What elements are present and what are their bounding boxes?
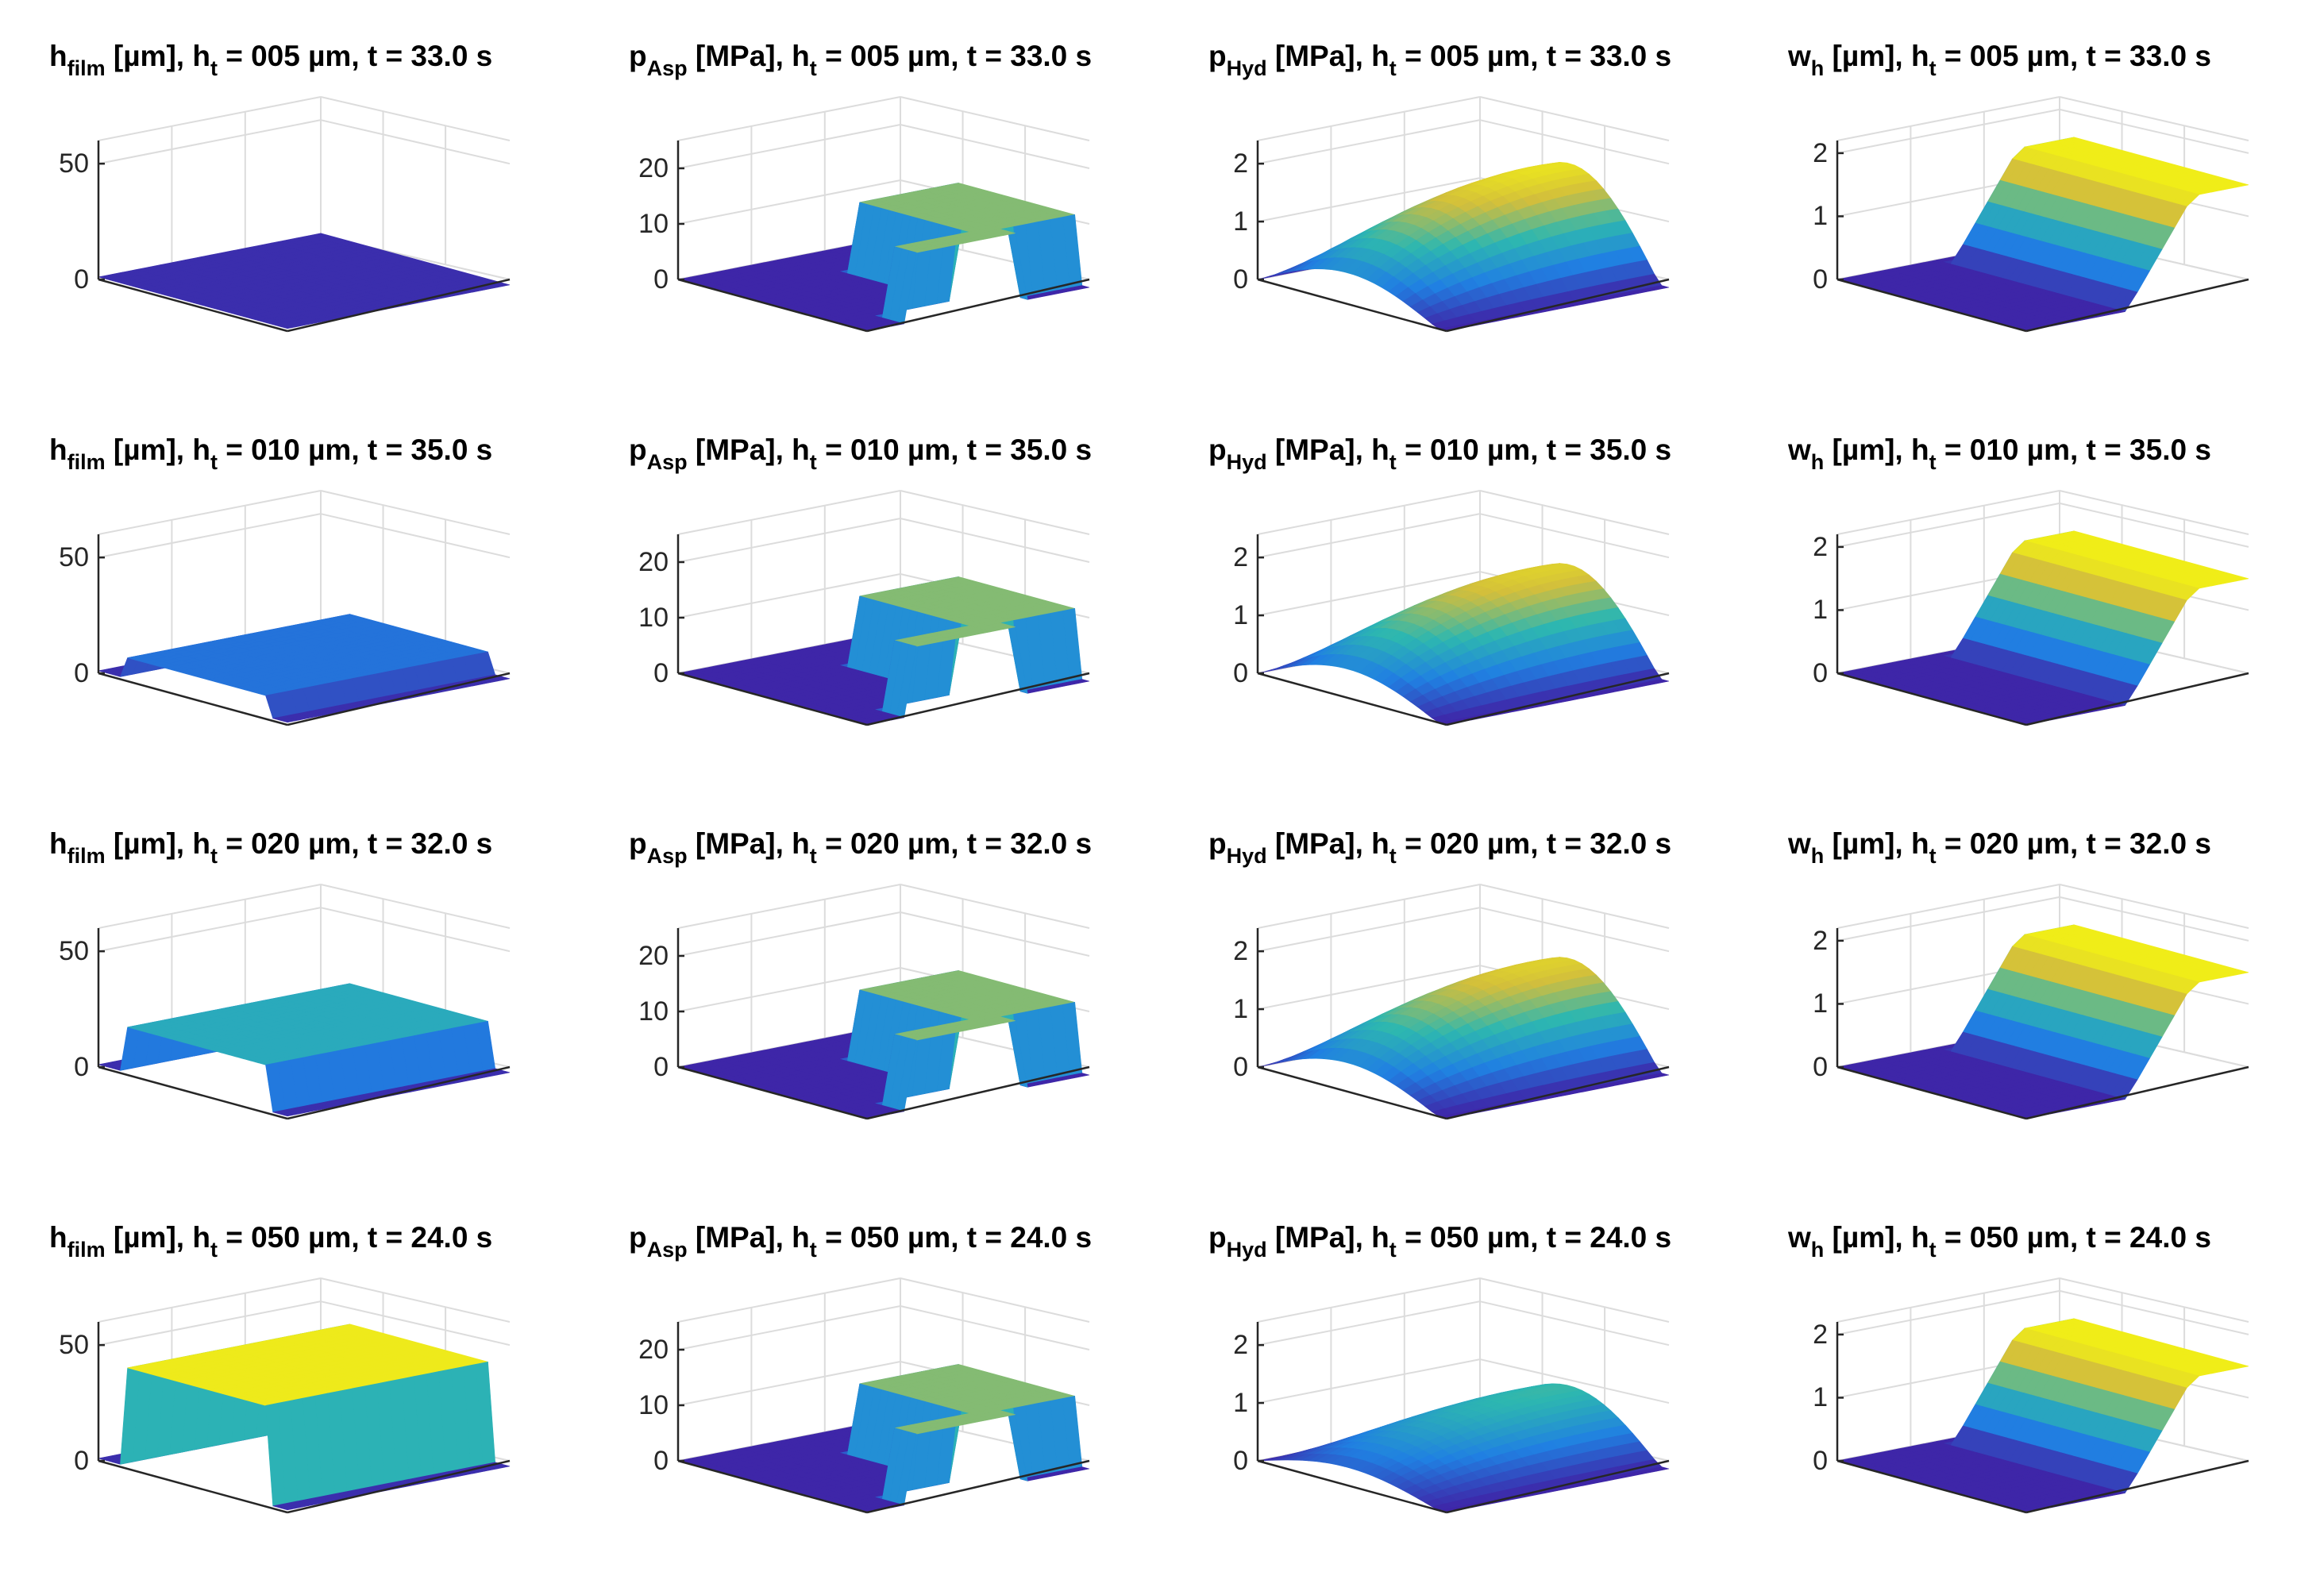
z-tick-label: 0	[1764, 660, 1828, 687]
grid-line	[321, 884, 510, 928]
surface	[98, 984, 510, 1116]
axes-3d	[629, 41, 1121, 391]
grid-line	[1837, 97, 2060, 141]
z-tick-label: 0	[1185, 266, 1248, 293]
grid-line	[900, 491, 1089, 534]
grid-line	[2060, 97, 2249, 141]
z-tick-label: 50	[25, 150, 89, 177]
z-tick-label: 20	[605, 549, 669, 576]
z-tick-label: 1	[1185, 208, 1248, 235]
axes-3d	[1788, 41, 2280, 391]
grid-line	[1480, 97, 1669, 141]
z-tick-label: 0	[25, 660, 89, 687]
grid-line	[900, 125, 1089, 168]
grid-line	[900, 884, 1089, 928]
grid-line	[678, 518, 900, 562]
grid-line	[321, 514, 510, 557]
z-tick-label: 0	[605, 266, 669, 293]
axes-3d	[49, 41, 541, 391]
axes-3d	[49, 829, 541, 1178]
grid-line	[98, 491, 321, 534]
grid-line	[678, 912, 900, 956]
x-axis-line	[98, 1067, 287, 1119]
surface	[678, 970, 1089, 1119]
z-tick-label: 2	[1185, 544, 1248, 571]
z-tick-label: 0	[25, 266, 89, 293]
grid-line	[98, 884, 321, 928]
grid-line	[678, 125, 900, 168]
axes-3d	[49, 435, 541, 784]
grid-line	[678, 97, 900, 141]
z-tick-label: 1	[1185, 602, 1248, 629]
z-tick-label: 1	[1764, 596, 1828, 623]
axes-3d	[1788, 435, 2280, 784]
grid-line	[1258, 514, 1480, 557]
z-tick-label: 2	[1764, 140, 1828, 167]
grid-line	[321, 120, 510, 164]
grid-line	[321, 491, 510, 534]
grid-line	[2060, 491, 2249, 534]
surface	[98, 615, 510, 722]
z-tick-label: 10	[605, 604, 669, 631]
z-tick-label: 50	[25, 938, 89, 965]
grid-line	[900, 97, 1089, 141]
z-tick-label: 0	[605, 660, 669, 687]
axes-3d	[1208, 435, 1701, 784]
surface	[678, 183, 1089, 331]
grid-line	[98, 120, 321, 164]
grid-line	[1258, 491, 1480, 534]
grid-line	[98, 907, 321, 951]
surface	[98, 233, 510, 329]
z-tick-label: 1	[1764, 202, 1828, 229]
surface	[1837, 531, 2249, 725]
grid-line	[1837, 491, 2060, 534]
grid-line	[900, 912, 1089, 956]
z-tick-label: 50	[25, 544, 89, 571]
z-tick-label: 2	[1185, 150, 1248, 177]
z-tick-label: 20	[605, 155, 669, 182]
grid-line	[1258, 97, 1480, 141]
z-tick-label: 0	[1185, 660, 1248, 687]
grid-line	[1480, 514, 1669, 557]
axes-3d	[1208, 41, 1701, 391]
grid-line	[678, 491, 900, 534]
grid-line	[98, 514, 321, 557]
grid-line	[900, 518, 1089, 562]
surface	[1837, 137, 2249, 331]
grid-line	[321, 97, 510, 141]
surface	[1258, 564, 1669, 725]
grid-line	[1258, 120, 1480, 164]
z-tick-label: 10	[605, 210, 669, 237]
grid-line	[678, 884, 900, 928]
z-tick-label: 0	[1764, 266, 1828, 293]
grid-line	[1480, 491, 1669, 534]
axes-3d	[629, 829, 1121, 1178]
axes-3d	[629, 435, 1121, 784]
z-tick-label: 0	[25, 1054, 89, 1081]
z-tick-label: 2	[1764, 534, 1828, 561]
grid-line	[321, 907, 510, 951]
grid-line	[1480, 120, 1669, 164]
surface	[678, 576, 1089, 725]
grid-line	[98, 97, 321, 141]
surface	[1258, 162, 1669, 331]
